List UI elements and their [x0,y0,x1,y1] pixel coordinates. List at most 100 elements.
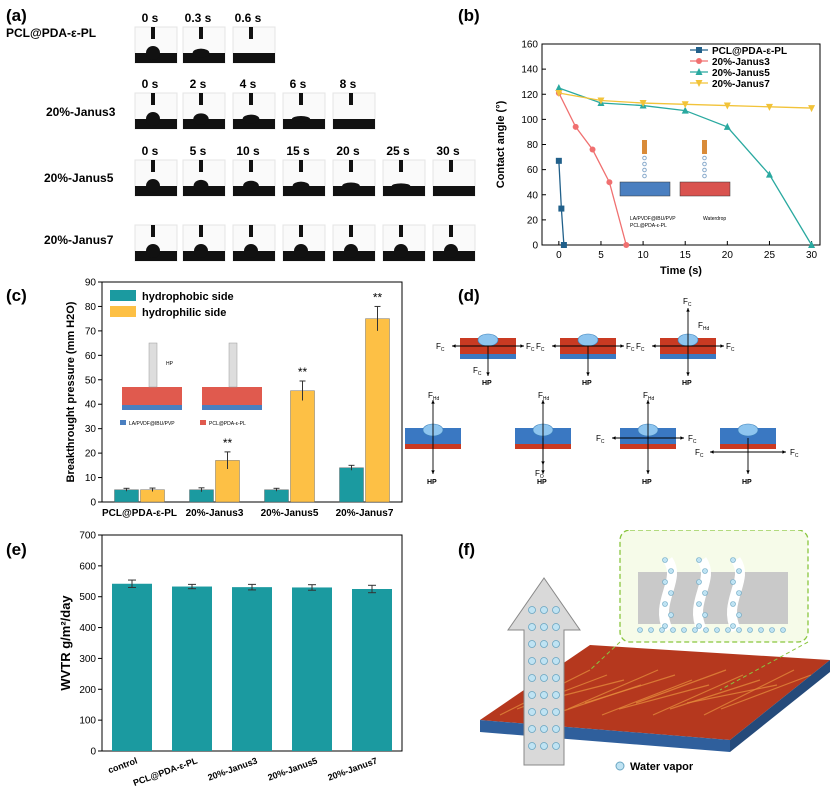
substrate [383,186,425,196]
inset-label: LA/PVDF@IBU/PVP [129,421,175,427]
force-label: FC [536,342,545,353]
substrate [283,186,325,196]
vapor-dot [670,627,676,633]
droplet-frame [382,159,426,197]
force-label: FC [790,448,799,459]
inset-drop [642,161,647,167]
needle [449,160,453,172]
vapor-dot [736,568,742,574]
needle [299,160,303,172]
data-point [695,68,703,75]
vapor-dot [528,742,536,750]
droplet-frame [232,92,276,130]
inset-tube [228,342,238,388]
legend-label: PCL@PDA-ε-PL [712,46,787,57]
needle [199,93,203,105]
inset-drop [702,155,707,161]
water-vapor-illustration: Water vapor [480,530,830,773]
vapor-dot [552,708,560,716]
needle [399,160,403,172]
data-point [765,170,773,178]
droplet [243,180,259,192]
vapor-dot [692,627,698,633]
hp-label: HP [427,479,437,486]
vapor-dot [730,557,736,563]
y-tick-label: 40 [85,400,97,411]
time-label: 4 s [240,77,257,91]
inset-membrane [679,181,731,197]
vapor-dot [540,708,548,716]
data-point [808,241,816,248]
arrow-head [452,344,456,348]
inset-drop [702,167,707,173]
y-tick-label: 30 [85,424,97,435]
arrow-head [431,470,435,474]
droplet-photo-grid: PCL@PDA-ε-PL 0 s 0.3 s 0.6 s 20%-Janus3 0 s 2 … [6,11,476,262]
droplet-frame [232,159,276,197]
needle [349,160,353,172]
fiber [601,679,693,716]
inset-label: Waterdrop [703,216,726,222]
time-label: 8 s [340,77,357,91]
vapor-dot [703,627,709,633]
vapor-dot [747,627,753,633]
needle [399,225,403,237]
time-label: 10 s [236,144,260,158]
x-tick-label: 0 [556,250,562,261]
y-tick-label: 300 [79,654,96,665]
needle [151,225,155,237]
hp-label: HP [482,380,492,387]
callout-box [619,530,809,643]
y-axis-label: WVTR g/m²/day [58,595,73,691]
droplet [342,182,360,190]
data-point [555,89,563,97]
arrow-head [646,400,650,404]
data-point [695,80,703,87]
time-label: 30 s [436,144,460,158]
series-line [558,160,565,246]
series-3: 20%-Janus7 [555,79,816,113]
panel-label-a: (a) [6,6,27,25]
y-tick-label: 100 [521,115,538,126]
droplet [244,244,258,258]
x-tick-label: 20 [722,250,734,261]
pore-channel [658,557,678,633]
y-tick-label: 50 [85,375,97,386]
x-tick-label: 20%-Janus3 [206,755,258,782]
droplet-frame [232,224,276,262]
vapor-dot [681,627,687,633]
legend-vapor-dot [615,761,625,771]
data-point [765,103,773,111]
force-label: FC [726,342,735,353]
x-tick-label: 10 [638,250,650,261]
vapor-dot [662,601,668,607]
x-tick-label: 30 [806,250,818,261]
droplet-frame [282,224,326,262]
needle [151,93,155,105]
force-label: FHd [698,321,710,332]
fiber [652,674,744,716]
y-tick-label: 80 [527,140,539,151]
inset-tube [148,342,158,388]
inset-drop [702,161,707,167]
inset-drop [702,173,707,179]
y-tick-label: 160 [521,40,538,51]
bar [264,489,289,503]
arrow-shape [507,577,581,766]
y-tick-label: 10 [85,473,97,484]
force-label: FC [636,342,645,353]
vapor-dot [702,590,708,596]
droplet-frame [232,26,276,64]
inset-schematic: HP LA/PVDF@IBU/PVP PCL@PDA-ε-PL [120,342,262,427]
force-label: FHd [643,391,655,402]
needle [249,93,253,105]
droplet [194,244,208,258]
significance-label: ** [223,436,233,450]
panel-label-b: (b) [458,6,480,25]
droplet-frame [134,26,178,64]
time-label: 0.3 s [185,11,212,25]
vapor-dot [668,612,674,618]
y-tick-label: 700 [79,531,96,542]
y-axis-label: Contact angle (°) [495,100,507,188]
vapor-dot [758,627,764,633]
